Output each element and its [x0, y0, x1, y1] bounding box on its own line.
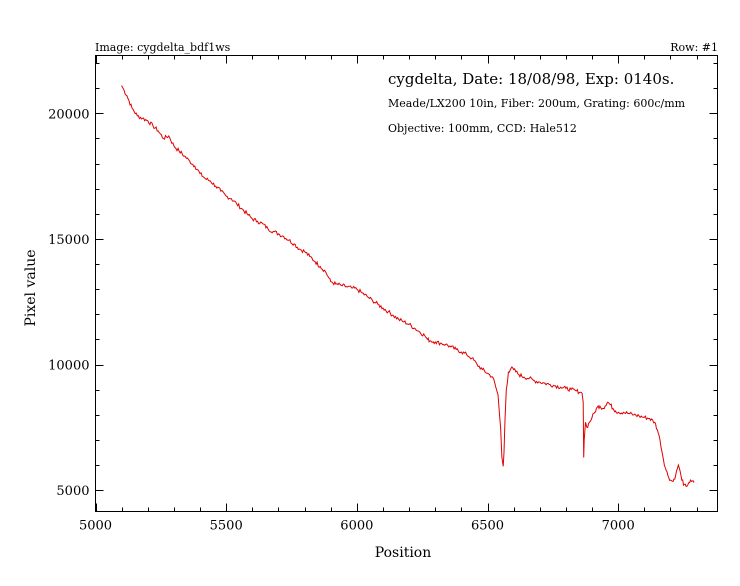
row-label: Row: #1	[670, 41, 718, 54]
y-axis-title: Pixel value	[23, 249, 39, 326]
x-tick-label: 6000	[340, 519, 373, 534]
y-tick-label: 5000	[56, 484, 89, 499]
tick-labels: 5000 5500 6000 6500 7000 5000 10000 15000 20000	[48, 107, 635, 533]
annotation-line-1: cygdelta, Date: 18/08/98, Exp: 0140s.	[388, 70, 674, 88]
image-label: Image: cygdelta_bdf1ws	[95, 41, 231, 54]
annotation-line-3: Objective: 100mm, CCD: Hale512	[388, 122, 577, 135]
x-tick-label: 5000	[79, 519, 112, 534]
x-tick-label: 5500	[210, 519, 243, 534]
y-tick-label: 15000	[48, 233, 89, 248]
x-tick-label: 7000	[602, 519, 635, 534]
axis-ticks	[95, 55, 718, 512]
plot-frame	[95, 55, 718, 512]
x-tick-label: 6500	[471, 519, 504, 534]
x-axis-title: Position	[375, 545, 432, 561]
annotation-line-2: Meade/LX200 10in, Fiber: 200um, Grating:…	[388, 97, 686, 110]
y-tick-label: 20000	[48, 107, 89, 122]
spectrum-line	[121, 85, 695, 487]
y-tick-label: 10000	[48, 359, 89, 374]
